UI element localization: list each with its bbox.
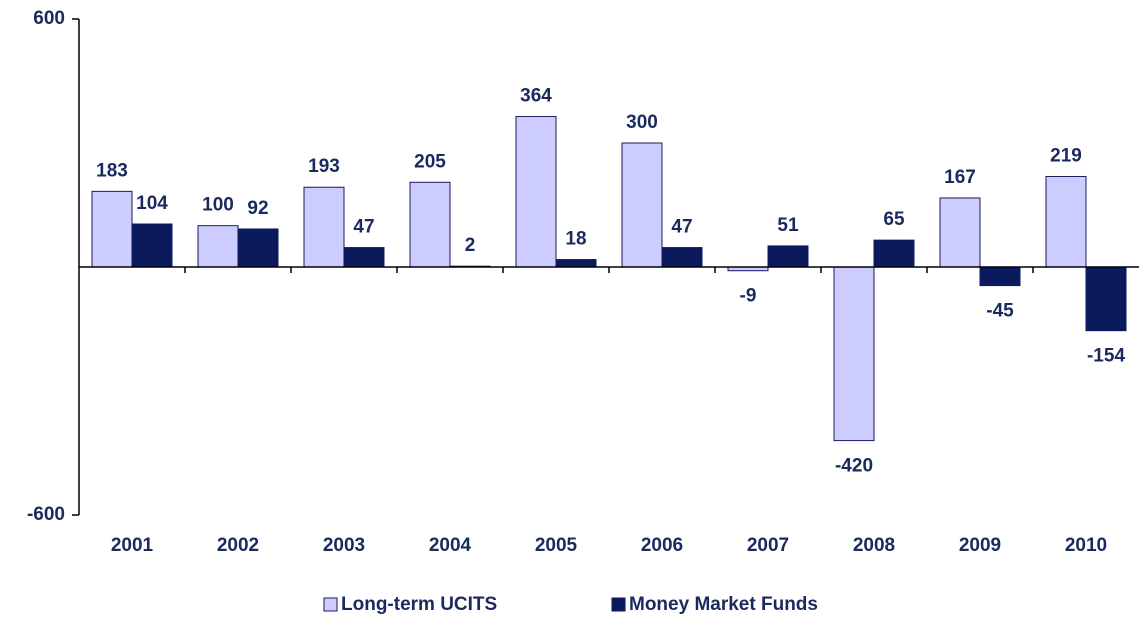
- data-label: 47: [353, 217, 374, 238]
- data-label: -154: [1087, 346, 1125, 367]
- data-label: 2: [465, 235, 476, 256]
- bar: [555, 259, 597, 268]
- bar: [1085, 266, 1127, 332]
- x-tick-label: 2002: [217, 535, 259, 556]
- x-tick-label: 2007: [747, 535, 789, 556]
- y-tick-label: 600: [33, 8, 65, 29]
- legend-swatch: [323, 597, 338, 612]
- data-label: 65: [883, 209, 905, 230]
- bar: [939, 197, 981, 268]
- legend-label: Long-term UCITS: [341, 594, 497, 615]
- x-tick-label: 2010: [1065, 535, 1107, 556]
- data-label: 47: [671, 217, 692, 238]
- bar: [1045, 175, 1087, 268]
- data-label: -45: [986, 301, 1014, 322]
- bar: [621, 142, 663, 268]
- data-label: 364: [520, 86, 552, 107]
- data-label: 219: [1050, 145, 1082, 166]
- x-tick-label: 2001: [111, 535, 154, 556]
- bar: [237, 228, 279, 268]
- bar: [833, 266, 875, 442]
- bar: [873, 239, 915, 268]
- x-tick-label: 2004: [429, 535, 472, 556]
- data-label: 193: [308, 156, 340, 177]
- data-label: 92: [247, 198, 268, 219]
- bar: [409, 181, 451, 268]
- bar: [661, 247, 703, 268]
- x-tick-label: 2009: [959, 535, 1001, 556]
- x-tick-label: 2008: [853, 535, 895, 556]
- data-label: -9: [740, 286, 757, 307]
- data-label: 51: [777, 215, 799, 236]
- y-tick-label: -600: [27, 504, 65, 525]
- data-label: 167: [944, 167, 976, 188]
- x-tick-label: 2006: [641, 535, 683, 556]
- bar: [303, 186, 345, 268]
- x-tick-label: 2005: [535, 535, 578, 556]
- bar: [91, 190, 133, 268]
- x-tick-label: 2003: [323, 535, 365, 556]
- bar: [197, 225, 239, 268]
- data-label: 300: [626, 112, 658, 133]
- bar: [131, 223, 173, 268]
- bar: [979, 266, 1021, 287]
- data-label: 205: [414, 151, 446, 172]
- data-label: 104: [136, 193, 168, 214]
- bar: [515, 116, 557, 268]
- data-label: 18: [565, 229, 586, 250]
- data-label: -420: [835, 456, 873, 477]
- bar: [767, 245, 809, 268]
- data-label: 100: [202, 195, 234, 216]
- bar: [343, 247, 385, 268]
- data-label: 183: [96, 160, 128, 181]
- legend-label: Money Market Funds: [629, 594, 818, 615]
- legend-swatch: [611, 597, 626, 612]
